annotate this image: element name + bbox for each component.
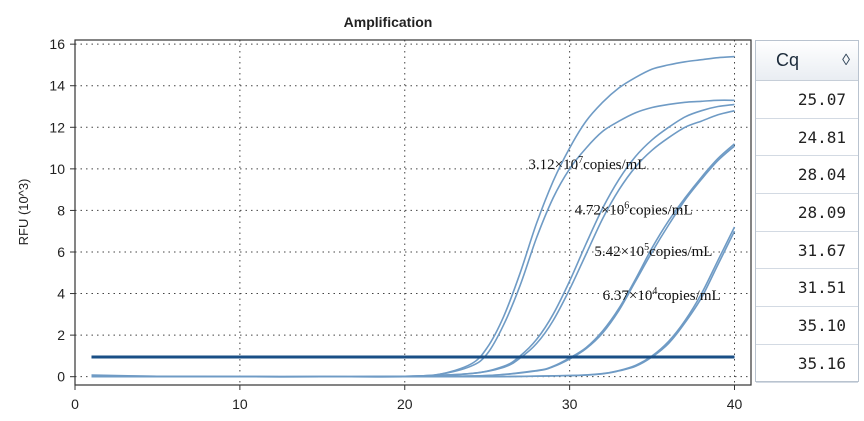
series-line-5	[91, 143, 736, 378]
cq-value[interactable]: 24.81	[756, 119, 858, 157]
y-tick-label: 10	[49, 161, 65, 177]
cq-list: 25.07 24.81 28.04 28.09 31.67 31.51 35.10 35.16	[756, 81, 858, 383]
series-group	[91, 55, 736, 378]
x-tick-label: 40	[727, 396, 743, 412]
annotation-3: 5.42×105copies/mL	[594, 242, 712, 260]
cq-value[interactable]: 25.07	[756, 81, 858, 119]
y-tick-label: 0	[57, 369, 65, 385]
y-tick-label: 16	[49, 36, 65, 52]
cq-value[interactable]: 28.04	[756, 156, 858, 195]
y-axis-label: RFU (10^3)	[16, 179, 31, 246]
sort-icon[interactable]: ◊	[842, 51, 850, 69]
y-tick-label: 2	[57, 327, 65, 343]
cq-header-label: Cq	[776, 50, 800, 70]
y-tick-label: 12	[49, 119, 65, 135]
grid	[75, 40, 751, 385]
x-tick-label: 0	[71, 396, 79, 412]
ticks: 0 10 20 30 40 0 2 4 6 8 10 12 14 16	[49, 36, 742, 412]
x-tick-label: 10	[232, 396, 248, 412]
y-tick-label: 14	[49, 78, 65, 94]
annotations: 3.12×107copies/mL 4.72×106copies/mL 5.42×1…	[528, 155, 720, 304]
cq-header[interactable]: Cq ◊	[756, 41, 858, 81]
chart-title: Amplification	[344, 14, 433, 30]
plot-frame	[74, 39, 752, 386]
series-line-6	[91, 145, 736, 378]
y-tick-label: 4	[57, 286, 65, 302]
amplification-chart: Amplification RFU (10^3) 0 10 20 30 40 0 2 4 6 8 1…	[16, 14, 752, 412]
x-tick-label: 20	[397, 396, 413, 412]
y-tick-label: 8	[57, 202, 65, 218]
annotation-2: 4.72×106copies/mL	[575, 201, 693, 219]
annotation-4: 6.37×104copies/mL	[603, 286, 721, 304]
series-line-8	[91, 230, 736, 378]
cq-value[interactable]: 35.10	[756, 307, 858, 345]
cq-value[interactable]: 35.16	[756, 345, 858, 383]
cq-value[interactable]: 31.67	[756, 232, 858, 270]
y-tick-label: 6	[57, 244, 65, 260]
annotation-1: 3.12×107copies/mL	[528, 155, 646, 173]
cq-table: Cq ◊ 25.07 24.81 28.04 28.09 31.67 31.51 35.10…	[755, 40, 859, 383]
series-line-3	[91, 103, 735, 378]
x-tick-label: 30	[562, 396, 578, 412]
cq-value[interactable]: 28.09	[756, 194, 858, 232]
cq-value[interactable]: 31.51	[756, 269, 858, 308]
series-line-2	[91, 99, 735, 378]
